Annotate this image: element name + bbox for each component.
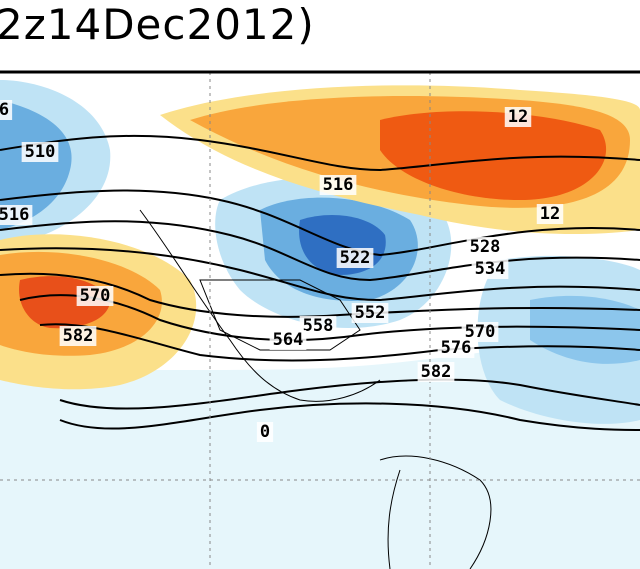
- contour-label: 516: [0, 205, 29, 225]
- graticule: [0, 72, 640, 569]
- label-background: [269, 330, 307, 350]
- label-background: [504, 107, 532, 127]
- label-background: [536, 204, 564, 224]
- contour-label: 576: [441, 338, 472, 358]
- contour-label: 564: [273, 330, 304, 350]
- contour: [0, 247, 640, 302]
- label-background: [0, 100, 13, 120]
- map-title: 2z14Dec2012): [0, 0, 315, 49]
- contour: [59, 402, 640, 431]
- label-background: [437, 338, 475, 358]
- coastline: [379, 455, 492, 569]
- coastlines: [139, 209, 492, 569]
- contour-label: 516: [323, 175, 354, 195]
- label-background: [319, 175, 357, 195]
- contour: [0, 189, 640, 257]
- label-background: [466, 237, 504, 257]
- contour: [59, 378, 640, 410]
- coastline: [139, 209, 381, 402]
- label-background: [417, 362, 455, 382]
- label-background: [351, 303, 389, 323]
- contour-label: 582: [63, 326, 94, 346]
- label-background: [336, 248, 374, 268]
- label-background: [21, 142, 59, 162]
- contour-label: 570: [465, 322, 496, 342]
- contour: [0, 272, 640, 318]
- label-background: [256, 422, 274, 442]
- contour-label: 0: [260, 422, 270, 442]
- contour-label: 6: [0, 100, 9, 120]
- contour: [39, 323, 640, 362]
- contour-label: 12: [540, 204, 560, 224]
- contour-label: 552: [355, 303, 386, 323]
- height-contours: [0, 134, 640, 431]
- contour: [0, 134, 640, 172]
- contour-label: 558: [303, 316, 334, 336]
- contour-label: 534: [475, 259, 506, 279]
- contour-label: 528: [470, 237, 501, 257]
- coastline: [199, 279, 361, 351]
- contour-label: 12: [508, 107, 528, 127]
- contour-label: 522: [340, 248, 371, 268]
- contour-label: 510: [25, 142, 56, 162]
- label-background: [471, 259, 509, 279]
- contour-label: 582: [421, 362, 452, 382]
- label-background: [0, 205, 33, 225]
- light-blue-area: [0, 320, 640, 569]
- label-background: [461, 322, 499, 342]
- orange-core: [380, 111, 607, 200]
- anomaly-shading: [0, 80, 640, 569]
- label-background: [76, 286, 114, 306]
- label-background: [299, 316, 337, 336]
- coastline: [387, 469, 401, 569]
- contour-label: 570: [80, 286, 111, 306]
- label-background: [59, 326, 97, 346]
